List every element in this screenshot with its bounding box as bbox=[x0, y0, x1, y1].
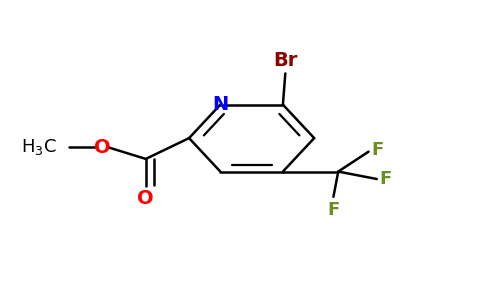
Text: O: O bbox=[137, 189, 154, 208]
Text: N: N bbox=[212, 95, 228, 114]
Text: F: F bbox=[371, 141, 383, 159]
Text: O: O bbox=[94, 137, 111, 157]
Text: F: F bbox=[327, 201, 340, 219]
Text: H$_3$C: H$_3$C bbox=[21, 137, 57, 157]
Text: Br: Br bbox=[273, 51, 298, 70]
Text: F: F bbox=[379, 170, 392, 188]
